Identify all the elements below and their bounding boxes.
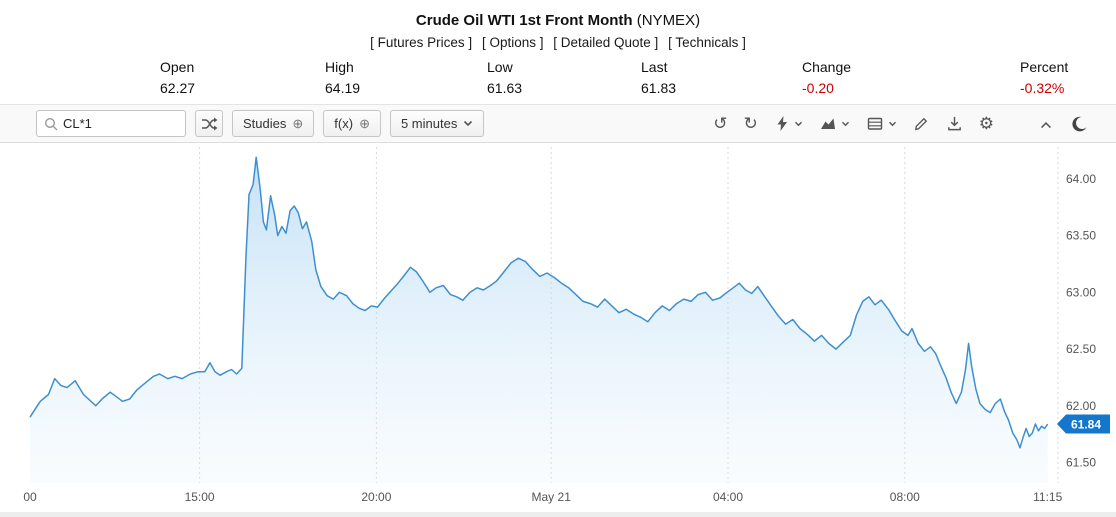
display-grid-icon <box>867 117 882 130</box>
y-axis-label: 62.00 <box>1066 399 1096 413</box>
fx-button[interactable]: f(x) ⊕ <box>323 110 381 137</box>
redo-button[interactable]: ↻ <box>740 112 762 135</box>
events-dropdown-button[interactable] <box>770 112 807 135</box>
download-icon <box>947 116 961 131</box>
y-axis-label: 61.50 <box>1066 456 1096 470</box>
x-axis-label: 08:00 <box>890 490 920 504</box>
gear-icon: ⚙ <box>978 114 994 133</box>
y-axis-label: 62.50 <box>1066 342 1096 356</box>
area-chart-icon <box>820 118 835 129</box>
plus-circle-icon: ⊕ <box>292 116 304 131</box>
settings-button[interactable]: ⚙ <box>975 112 998 135</box>
x-axis-label: May 21 <box>532 490 572 504</box>
search-icon <box>44 117 58 130</box>
stat-percent: Percent -0.32% <box>1020 59 1069 96</box>
collapse-toolbar-button[interactable] <box>1034 115 1058 133</box>
symbol-search[interactable] <box>36 110 186 137</box>
x-axis-label: 11:15 <box>1033 490 1062 504</box>
y-axis-label: 63.00 <box>1066 285 1096 299</box>
y-axis-label: 64.00 <box>1066 172 1096 186</box>
area-fill <box>30 157 1048 483</box>
x-axis-label: 15:00 <box>185 490 215 504</box>
chevron-down-icon <box>888 121 896 126</box>
chart-area: 00 15:00 20:00 May 21 04:00 08:00 11:15 64.00 63… <box>0 143 1116 512</box>
quote-nav: [ Futures Prices ] [ Options ] [ Detaile… <box>0 35 1116 50</box>
quote-stats: Open 62.27 High 64.19 Low 61.63 Last 61.… <box>0 59 1116 107</box>
link-technicals[interactable]: [ Technicals ] <box>668 35 746 50</box>
studies-label: Studies <box>243 116 287 131</box>
draw-button[interactable] <box>909 112 934 135</box>
stat-low: Low 61.63 <box>487 59 523 96</box>
exchange-name: (NYMEX) <box>636 12 701 29</box>
chevron-down-icon <box>464 120 473 127</box>
dark-mode-button[interactable] <box>1066 112 1092 136</box>
download-button[interactable] <box>942 112 967 135</box>
redo-icon: ↻ <box>743 114 758 133</box>
plus-circle-icon: ⊕ <box>359 116 370 131</box>
stat-change: Change -0.20 <box>802 59 852 96</box>
stat-last: Last 61.83 <box>641 59 677 96</box>
x-axis-label: 04:00 <box>713 490 743 504</box>
stat-high: High 64.19 <box>325 59 361 96</box>
link-futures-prices[interactable]: [ Futures Prices ] <box>370 35 473 50</box>
price-line <box>29 156 1049 449</box>
chart-toolbar: Studies ⊕ f(x) ⊕ 5 minutes ↺ ↻ <box>0 104 1116 143</box>
x-axis-label: 00 <box>23 490 37 504</box>
interval-dropdown[interactable]: 5 minutes <box>389 110 485 137</box>
undo-button[interactable]: ↺ <box>709 112 731 135</box>
chevron-down-icon <box>794 121 802 126</box>
interval-label: 5 minutes <box>400 116 458 131</box>
lightning-icon <box>777 116 787 131</box>
svg-text:61.84: 61.84 <box>1071 418 1101 432</box>
quote-header: Crude Oil WTI 1st Front Month (NYMEX) [ … <box>0 0 1116 104</box>
studies-button[interactable]: Studies ⊕ <box>232 110 315 137</box>
undo-icon: ↺ <box>713 114 728 133</box>
last-price-badge: 61.84 <box>1057 414 1110 434</box>
pencil-icon <box>914 117 927 131</box>
x-axis-label: 20:00 <box>361 490 391 504</box>
link-options[interactable]: [ Options ] <box>481 35 544 50</box>
price-chart[interactable]: 00 15:00 20:00 May 21 04:00 08:00 11:15 64.00 63… <box>0 143 1116 512</box>
fx-label: f(x) <box>334 116 354 131</box>
symbol-input[interactable] <box>63 116 175 131</box>
chevron-down-icon <box>841 121 849 126</box>
compare-icon <box>202 117 218 130</box>
y-axis-label: 63.50 <box>1066 229 1096 243</box>
display-settings-dropdown-button[interactable] <box>862 112 901 135</box>
compare-button[interactable] <box>195 110 223 137</box>
moon-icon <box>1072 116 1087 131</box>
chevron-up-icon <box>1041 121 1051 128</box>
chart-type-dropdown-button[interactable] <box>815 112 854 135</box>
bottom-panel-edge <box>0 512 1116 517</box>
instrument-name: Crude Oil WTI 1st Front Month <box>415 12 633 29</box>
stat-open: Open 62.27 <box>160 59 196 96</box>
toolbar-right-icons: ↺ ↻ <box>709 112 1092 136</box>
link-detailed-quote[interactable]: [ Detailed Quote ] <box>553 35 659 50</box>
page-title: Crude Oil WTI 1st Front Month (NYMEX) <box>0 12 1116 29</box>
